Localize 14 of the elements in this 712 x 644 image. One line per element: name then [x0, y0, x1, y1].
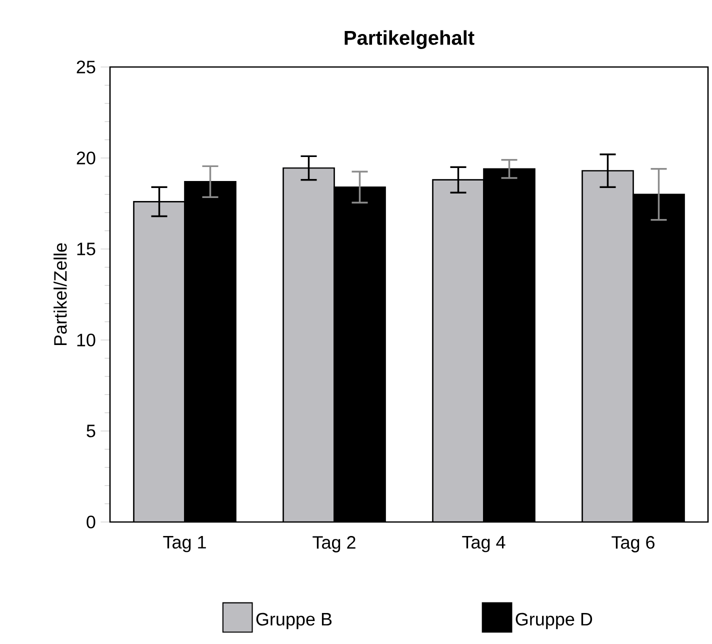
y-tick-label: 10 — [77, 334, 96, 346]
y-tick-label: 15 — [77, 242, 96, 256]
y-tick-label: 5 — [86, 424, 96, 438]
chart-title: Partikelgehalt — [344, 30, 474, 49]
y-tick-label: 0 — [86, 516, 96, 528]
y-tick-label: 20 — [76, 152, 96, 164]
legend-label: Gruppe D — [516, 612, 592, 630]
legend-label: Gruppe B — [256, 612, 332, 630]
x-tick-label: Tag 6 — [612, 536, 654, 552]
x-tick-label: Tag 2 — [312, 536, 356, 552]
x-tick-label: Tag 4 — [462, 536, 506, 552]
x-tick-label: Tag 1 — [163, 536, 206, 552]
y-tick-label: 25 — [76, 60, 96, 74]
y-axis-title: Partikel/Zelle — [54, 243, 67, 346]
